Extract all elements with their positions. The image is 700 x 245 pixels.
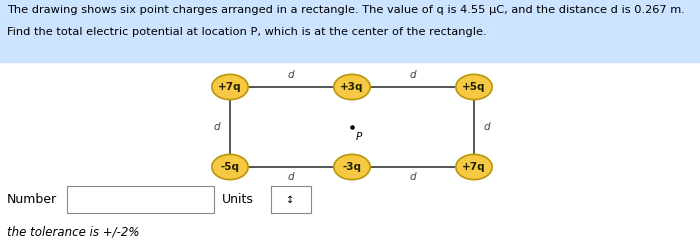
Text: -3q: -3q	[342, 162, 361, 172]
Ellipse shape	[212, 74, 248, 100]
Ellipse shape	[456, 154, 492, 180]
Ellipse shape	[334, 154, 370, 180]
Ellipse shape	[456, 74, 492, 100]
FancyBboxPatch shape	[0, 0, 700, 62]
Text: The drawing shows six point charges arranged in a rectangle. The value of q is 4: The drawing shows six point charges arra…	[7, 5, 685, 15]
Text: d: d	[288, 172, 294, 182]
FancyBboxPatch shape	[67, 186, 214, 213]
Text: d: d	[484, 122, 491, 132]
Text: d: d	[214, 122, 220, 132]
Text: Number: Number	[7, 193, 57, 206]
Text: d: d	[410, 70, 416, 80]
Text: d: d	[410, 172, 416, 182]
Text: P: P	[356, 132, 363, 142]
Text: Find the total electric potential at location P, which is at the center of the r: Find the total electric potential at loc…	[7, 27, 486, 37]
Ellipse shape	[212, 154, 248, 180]
Text: +7q: +7q	[462, 162, 486, 172]
Text: Units: Units	[222, 193, 254, 206]
Text: +3q: +3q	[340, 82, 364, 92]
Text: +7q: +7q	[218, 82, 242, 92]
Text: d: d	[288, 70, 294, 80]
Ellipse shape	[334, 74, 370, 100]
Text: +5q: +5q	[462, 82, 486, 92]
Text: -5q: -5q	[220, 162, 239, 172]
FancyBboxPatch shape	[271, 186, 311, 213]
Text: the tolerance is +/-2%: the tolerance is +/-2%	[7, 225, 139, 238]
Text: ↕: ↕	[286, 195, 295, 205]
